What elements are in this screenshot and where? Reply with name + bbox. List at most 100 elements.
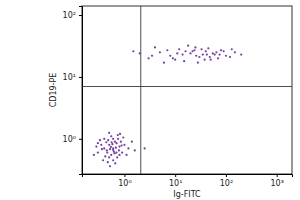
point [108, 144, 110, 146]
point [225, 55, 227, 57]
point [134, 149, 136, 151]
y-tick-label: 10¹ [63, 73, 76, 82]
point [110, 154, 112, 156]
plot: 10⁰ 10¹ 10² 10³ 10⁰ 10¹ 10² [63, 6, 293, 188]
point [114, 141, 116, 143]
point [154, 46, 156, 48]
point [194, 46, 196, 48]
point [231, 48, 233, 50]
quadrant-line-x [140, 6, 141, 174]
x-tick-mark [226, 174, 227, 177]
point [183, 60, 185, 62]
y-axis-line [79, 7, 83, 175]
point [113, 152, 115, 154]
point [217, 57, 219, 59]
y-tick-mark [79, 139, 82, 140]
y-tick-mark [79, 15, 82, 16]
point [118, 145, 120, 147]
y-tick: 10¹ [63, 73, 82, 82]
point [117, 134, 119, 136]
point [109, 165, 111, 167]
point [163, 62, 165, 64]
point [106, 151, 108, 153]
point [100, 144, 102, 146]
plot-frame [82, 6, 292, 174]
point [219, 53, 221, 55]
chart: 10⁰ 10¹ 10² 10³ 10⁰ 10¹ 10² Ig-FITC CD19-PE [0, 0, 300, 200]
point [209, 56, 211, 58]
y-axis: 10⁰ 10¹ 10² [63, 7, 83, 175]
point [110, 146, 112, 148]
point [120, 141, 122, 143]
y-tick: 10⁰ [63, 135, 82, 144]
point [121, 151, 123, 153]
point [131, 141, 133, 143]
x-tick-label: 10⁰ [118, 179, 131, 188]
point [187, 45, 189, 47]
point [117, 138, 119, 140]
point [178, 48, 180, 50]
y-tick: 10² [63, 11, 82, 20]
point [193, 49, 195, 51]
point [123, 144, 125, 146]
points [82, 6, 292, 174]
point [107, 161, 109, 163]
x-tick-mark [124, 174, 125, 177]
point [215, 51, 217, 53]
point [182, 53, 184, 55]
point [107, 139, 109, 141]
point [132, 50, 134, 52]
point [112, 159, 114, 161]
point [122, 136, 124, 138]
y-axis-title: CD19-PE [49, 73, 58, 108]
x-tick: 10³ [271, 174, 284, 188]
point [176, 52, 178, 54]
point [105, 141, 107, 143]
x-tick: 10¹ [169, 174, 182, 188]
point [198, 56, 200, 58]
x-tick-label: 10¹ [169, 179, 182, 188]
point [159, 51, 161, 53]
point [195, 55, 197, 57]
point [191, 50, 193, 52]
x-tick-mark [175, 174, 176, 177]
point [202, 53, 204, 55]
x-axis-title: Ig-FITC [173, 190, 201, 199]
x-tick: 10² [220, 174, 233, 188]
point [148, 57, 150, 59]
x-axis: 10⁰ 10¹ 10² 10³ [83, 174, 293, 188]
point [151, 55, 153, 57]
point [234, 51, 236, 53]
x-tick: 10⁰ [118, 174, 131, 188]
point [210, 59, 212, 61]
point [197, 62, 199, 64]
point [229, 56, 231, 58]
point [95, 145, 97, 147]
x-axis-line [83, 175, 293, 178]
point [116, 156, 118, 158]
point [115, 151, 117, 153]
point [103, 138, 105, 140]
point [99, 139, 101, 141]
point [206, 53, 208, 55]
point [200, 48, 202, 50]
point [220, 49, 222, 51]
point [118, 154, 120, 156]
point [127, 147, 129, 149]
point [102, 159, 104, 161]
point [108, 132, 110, 134]
point [97, 142, 99, 144]
point [212, 52, 214, 54]
point [169, 55, 171, 57]
point [125, 154, 127, 156]
point [172, 57, 174, 59]
y-tick-mark [79, 77, 82, 78]
point [115, 142, 117, 144]
point [144, 147, 146, 149]
point [106, 149, 108, 151]
point [101, 148, 103, 150]
y-tick-label: 10⁰ [63, 135, 76, 144]
point [240, 53, 242, 55]
point [204, 59, 206, 61]
quadrant-line-y [82, 86, 292, 87]
